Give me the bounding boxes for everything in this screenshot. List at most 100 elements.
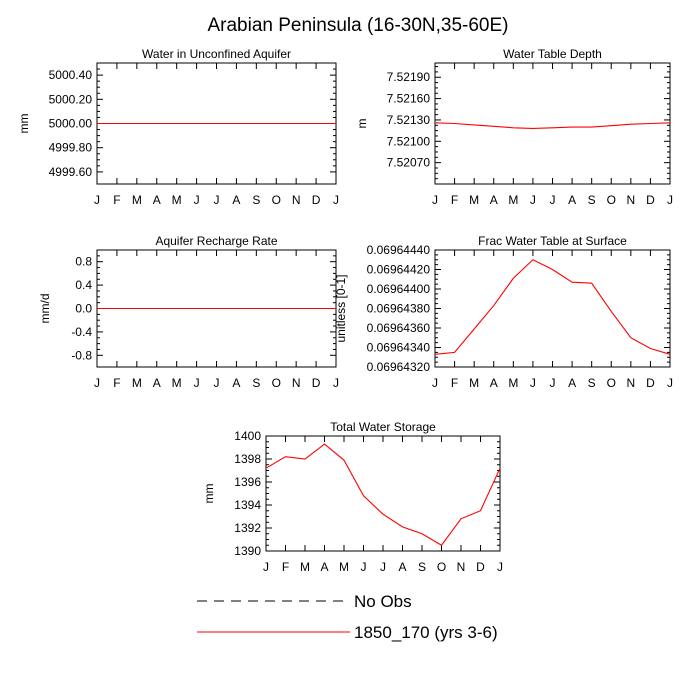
- y-tick-label: 4999.60: [49, 165, 93, 179]
- plot-frame: [434, 62, 671, 185]
- legend-label-model-run: 1850_170 (yrs 3-6): [354, 623, 498, 642]
- y-tick-label: -0.8: [71, 348, 92, 362]
- x-tick-label: O: [607, 193, 616, 207]
- x-tick-label: S: [418, 560, 426, 574]
- x-tick-label: J: [333, 193, 339, 207]
- y-tick-label: 7.52070: [387, 156, 431, 170]
- x-tick-label: M: [172, 376, 182, 390]
- x-tick-label: O: [272, 376, 281, 390]
- x-tick-label: A: [398, 560, 406, 574]
- x-tick-label: M: [469, 376, 479, 390]
- x-tick-label: M: [132, 376, 142, 390]
- x-tick-label: N: [292, 193, 301, 207]
- x-tick-label: F: [113, 376, 120, 390]
- x-tick-label: M: [339, 560, 349, 574]
- legend-entry-no-obs: No Obs: [197, 592, 412, 611]
- y-tick-label: 0.06964400: [367, 282, 431, 296]
- x-tick-label: O: [607, 376, 616, 390]
- x-tick-label: J: [667, 376, 673, 390]
- x-tick-label: J: [550, 193, 556, 207]
- x-tick-label: F: [282, 560, 289, 574]
- x-tick-label: S: [588, 376, 596, 390]
- x-tick-label: J: [94, 376, 100, 390]
- y-tick-label: 1400: [234, 429, 261, 443]
- y-tick-label: 0.0: [75, 302, 92, 316]
- x-tick-label: J: [194, 376, 200, 390]
- x-tick-label: J: [214, 193, 220, 207]
- x-tick-label: A: [490, 376, 498, 390]
- series-line-1: [434, 259, 671, 355]
- x-tick-label: S: [588, 193, 596, 207]
- y-tick-label: -0.4: [71, 325, 92, 339]
- series-line-1: [265, 443, 501, 546]
- x-tick-label: F: [113, 193, 120, 207]
- x-tick-label: A: [568, 376, 576, 390]
- x-tick-label: J: [380, 560, 386, 574]
- x-tick-label: J: [667, 193, 673, 207]
- y-tick-label: 0.06964360: [367, 321, 431, 335]
- y-tick-label: 0.4: [75, 278, 92, 292]
- y-tick-label: 0.8: [75, 255, 92, 269]
- y-tick-label: 1398: [234, 452, 261, 466]
- legend-entry-model-run: 1850_170 (yrs 3-6): [197, 623, 498, 642]
- chart-title: Water Table Depth: [503, 47, 602, 61]
- x-tick-label: O: [272, 193, 281, 207]
- figure-title: Arabian Peninsula (16-30N,35-60E): [207, 15, 508, 36]
- y-tick-label: 7.52100: [387, 134, 431, 148]
- x-tick-label: D: [476, 560, 485, 574]
- x-tick-label: O: [437, 560, 446, 574]
- x-tick-label: D: [646, 193, 655, 207]
- series-line-1: [434, 122, 671, 130]
- x-tick-label: M: [508, 193, 518, 207]
- y-tick-label: 1390: [234, 544, 261, 558]
- x-tick-label: M: [300, 560, 310, 574]
- x-tick-label: J: [214, 376, 220, 390]
- x-tick-label: N: [457, 560, 466, 574]
- x-tick-label: N: [626, 193, 635, 207]
- x-tick-label: F: [451, 376, 458, 390]
- y-tick-label: 4999.80: [49, 141, 93, 155]
- y-tick-label: 1392: [234, 521, 261, 535]
- x-tick-label: D: [312, 193, 321, 207]
- y-tick-label: 5000.40: [49, 68, 93, 82]
- x-tick-label: J: [361, 560, 367, 574]
- x-tick-label: M: [508, 376, 518, 390]
- x-tick-label: J: [432, 376, 438, 390]
- x-tick-label: D: [312, 376, 321, 390]
- y-tick-label: 0.06964340: [367, 341, 431, 355]
- x-tick-label: J: [497, 560, 503, 574]
- x-tick-label: A: [232, 193, 240, 207]
- x-tick-label: J: [530, 376, 536, 390]
- x-tick-label: J: [194, 193, 200, 207]
- y-tick-label: 1394: [234, 498, 261, 512]
- y-axis-label: mm: [17, 114, 31, 134]
- y-tick-label: 0.06964440: [367, 243, 431, 257]
- y-tick-label: 0.06964420: [367, 263, 431, 277]
- y-axis-label: mm/d: [38, 294, 52, 324]
- x-tick-label: F: [451, 193, 458, 207]
- chart-title: Total Water Storage: [330, 420, 436, 434]
- plot-frame: [434, 249, 671, 368]
- x-tick-label: J: [530, 193, 536, 207]
- x-tick-label: N: [626, 376, 635, 390]
- x-tick-label: J: [550, 376, 556, 390]
- x-tick-label: D: [646, 376, 655, 390]
- y-axis-label: m: [355, 119, 369, 129]
- x-tick-label: M: [132, 193, 142, 207]
- y-tick-label: 5000.00: [49, 117, 93, 131]
- chart-title: Aquifer Recharge Rate: [155, 234, 277, 248]
- x-tick-label: J: [432, 193, 438, 207]
- chart-title: Water in Unconfined Aquifer: [142, 47, 291, 61]
- x-tick-label: M: [172, 193, 182, 207]
- x-tick-label: A: [153, 376, 161, 390]
- x-tick-label: A: [568, 193, 576, 207]
- y-axis-label: unitless [0-1]: [334, 274, 348, 342]
- x-tick-label: A: [490, 193, 498, 207]
- x-tick-label: A: [153, 193, 161, 207]
- y-tick-label: 0.06964320: [367, 360, 431, 374]
